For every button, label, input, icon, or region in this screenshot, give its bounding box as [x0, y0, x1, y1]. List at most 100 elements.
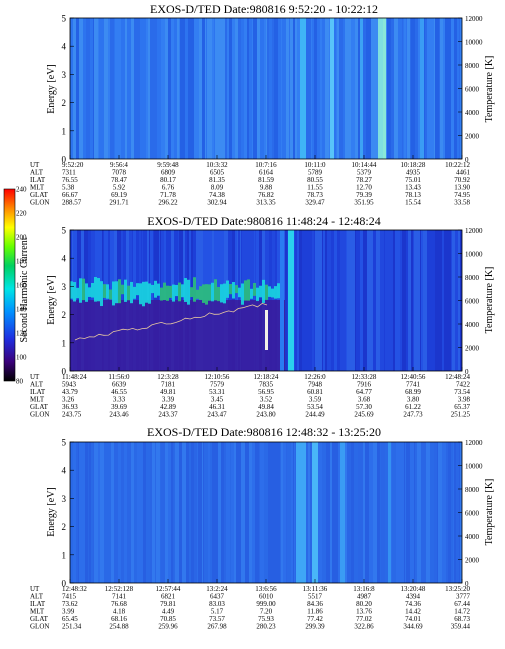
- orbit-table-cell: 49.81: [160, 388, 176, 396]
- orbit-table-cell: 4461: [456, 169, 471, 177]
- energy-tick-label: 1: [62, 550, 67, 560]
- spectrogram-enhancement: [217, 286, 220, 302]
- orbit-table-cell: 68.99: [405, 388, 421, 396]
- spectrogram-column: [202, 18, 205, 159]
- panel-2-temperature-ticks: 12000 10000 8000 6000 4000 2000 0: [458, 227, 483, 376]
- spectrogram-enhancement: [268, 286, 271, 297]
- spectrogram-column: [210, 442, 212, 583]
- spectrogram-enhancement: [271, 288, 274, 298]
- orbit-table-cell: 12:48:24: [445, 373, 470, 381]
- spectrogram-column: [211, 18, 212, 159]
- spectrogram-column: [264, 442, 265, 583]
- spectrogram-column: [231, 442, 234, 583]
- spectrogram-enhancement: [157, 283, 160, 296]
- spectrogram-bright-band: [388, 442, 391, 583]
- spectrogram-column: [334, 230, 337, 371]
- orbit-table-cell: 70.85: [160, 615, 176, 623]
- orbit-row-label: ILAT: [30, 388, 46, 396]
- spectrogram-enhancement: [232, 282, 235, 299]
- spectrogram-enhancement: [76, 287, 79, 299]
- orbit-table-cell: 7181: [161, 381, 176, 389]
- spectrogram-column: [376, 18, 379, 159]
- spectrogram-column: [371, 442, 373, 583]
- spectrogram-column: [241, 18, 244, 159]
- spectrogram-column: [168, 18, 171, 159]
- spectrogram-column: [363, 18, 366, 159]
- spectrogram-column: [315, 230, 317, 371]
- spectrogram-column: [443, 18, 445, 159]
- spectrogram-column: [273, 18, 274, 159]
- orbit-table-cell: 313.35: [256, 199, 276, 207]
- orbit-table-cell: 6010: [259, 593, 274, 601]
- colorbar-tick: 120: [16, 330, 27, 338]
- spectrogram-column: [245, 442, 249, 583]
- spectrogram-column: [152, 18, 154, 159]
- orbit-table-cell: 75.01: [405, 176, 421, 184]
- orbit-table-cell: 13:11:36: [303, 585, 328, 593]
- spectrogram-column: [192, 18, 194, 159]
- spectrogram-column: [415, 18, 418, 159]
- orbit-table-cell: 6164: [259, 169, 274, 177]
- panel-1-title: EXOS-D/TED Date:980816 9:52:20 - 10:22:1…: [150, 2, 378, 16]
- spectrogram-column: [253, 18, 257, 159]
- spectrogram-enhancement: [250, 288, 253, 299]
- orbit-row-label: GLAT: [30, 615, 49, 623]
- spectrogram-column: [92, 442, 93, 583]
- spectrogram-column: [143, 442, 146, 583]
- spectrogram-bright-band: [420, 18, 424, 159]
- spectrogram-column: [406, 442, 410, 583]
- spectrogram-column: [98, 18, 99, 159]
- orbit-row-label: GLON: [30, 623, 49, 631]
- orbit-row-label: MLT: [30, 184, 45, 192]
- spectrogram-enhancement: [94, 277, 97, 302]
- spectrogram-column: [406, 18, 407, 159]
- orbit-table-cell: 10:18:28: [401, 161, 426, 169]
- spectrogram-column: [354, 230, 355, 371]
- orbit-table-cell: 3.45: [211, 396, 224, 404]
- spectrogram-column: [93, 442, 94, 583]
- orbit-table-cell: 10:14:44: [352, 161, 377, 169]
- spectrogram-column: [137, 18, 140, 159]
- spectrogram-column: [451, 18, 454, 159]
- spectrogram-column: [416, 230, 420, 371]
- spectrogram-column: [294, 230, 295, 371]
- spectrogram-bright-band: [300, 18, 306, 159]
- spectrogram-low-region: [70, 300, 285, 371]
- orbit-table-cell: 5.92: [113, 184, 126, 192]
- spectrogram-column: [314, 230, 315, 371]
- orbit-table-cell: 68.16: [111, 615, 127, 623]
- spectrogram-column: [299, 230, 302, 371]
- spectrogram-column: [376, 230, 380, 371]
- spectrogram-column: [437, 442, 438, 583]
- spectrogram-column: [332, 442, 334, 583]
- spectrogram-enhancement: [244, 280, 247, 301]
- spectrogram-column: [236, 442, 239, 583]
- energy-tick-label: 2: [62, 522, 67, 532]
- spectrogram-column: [380, 230, 384, 371]
- spectrogram-column: [413, 18, 415, 159]
- spectrogram-column: [272, 18, 273, 159]
- spectrogram-column: [431, 230, 435, 371]
- temperature-tick-label: 2000: [465, 133, 480, 141]
- spectrogram-enhancement: [115, 281, 118, 304]
- spectrogram-column: [400, 442, 404, 583]
- orbit-table-cell: 280.23: [256, 623, 276, 631]
- spectrogram-column: [161, 18, 165, 159]
- energy-tick-label: 2: [62, 98, 67, 108]
- spectrogram-enhancement: [124, 279, 127, 302]
- spectrogram-column: [295, 18, 297, 159]
- orbit-table-cell: 244.49: [305, 411, 325, 419]
- spectrogram-column: [272, 442, 273, 583]
- spectrogram-enhancement: [118, 279, 121, 304]
- spectrogram-column: [373, 442, 377, 583]
- spectrogram-column: [411, 18, 413, 159]
- orbit-table-cell: 3.26: [62, 396, 75, 404]
- spectrogram-column: [347, 230, 351, 371]
- spectrogram-column: [402, 230, 406, 371]
- spectrogram-column: [337, 230, 340, 371]
- spectrogram-column: [206, 18, 207, 159]
- spectrogram-column: [435, 230, 438, 371]
- spectrogram-column: [264, 18, 266, 159]
- panel-1-spectrogram: [70, 18, 462, 159]
- panel-1-energy-axis-label: Energy [eV]: [46, 64, 57, 114]
